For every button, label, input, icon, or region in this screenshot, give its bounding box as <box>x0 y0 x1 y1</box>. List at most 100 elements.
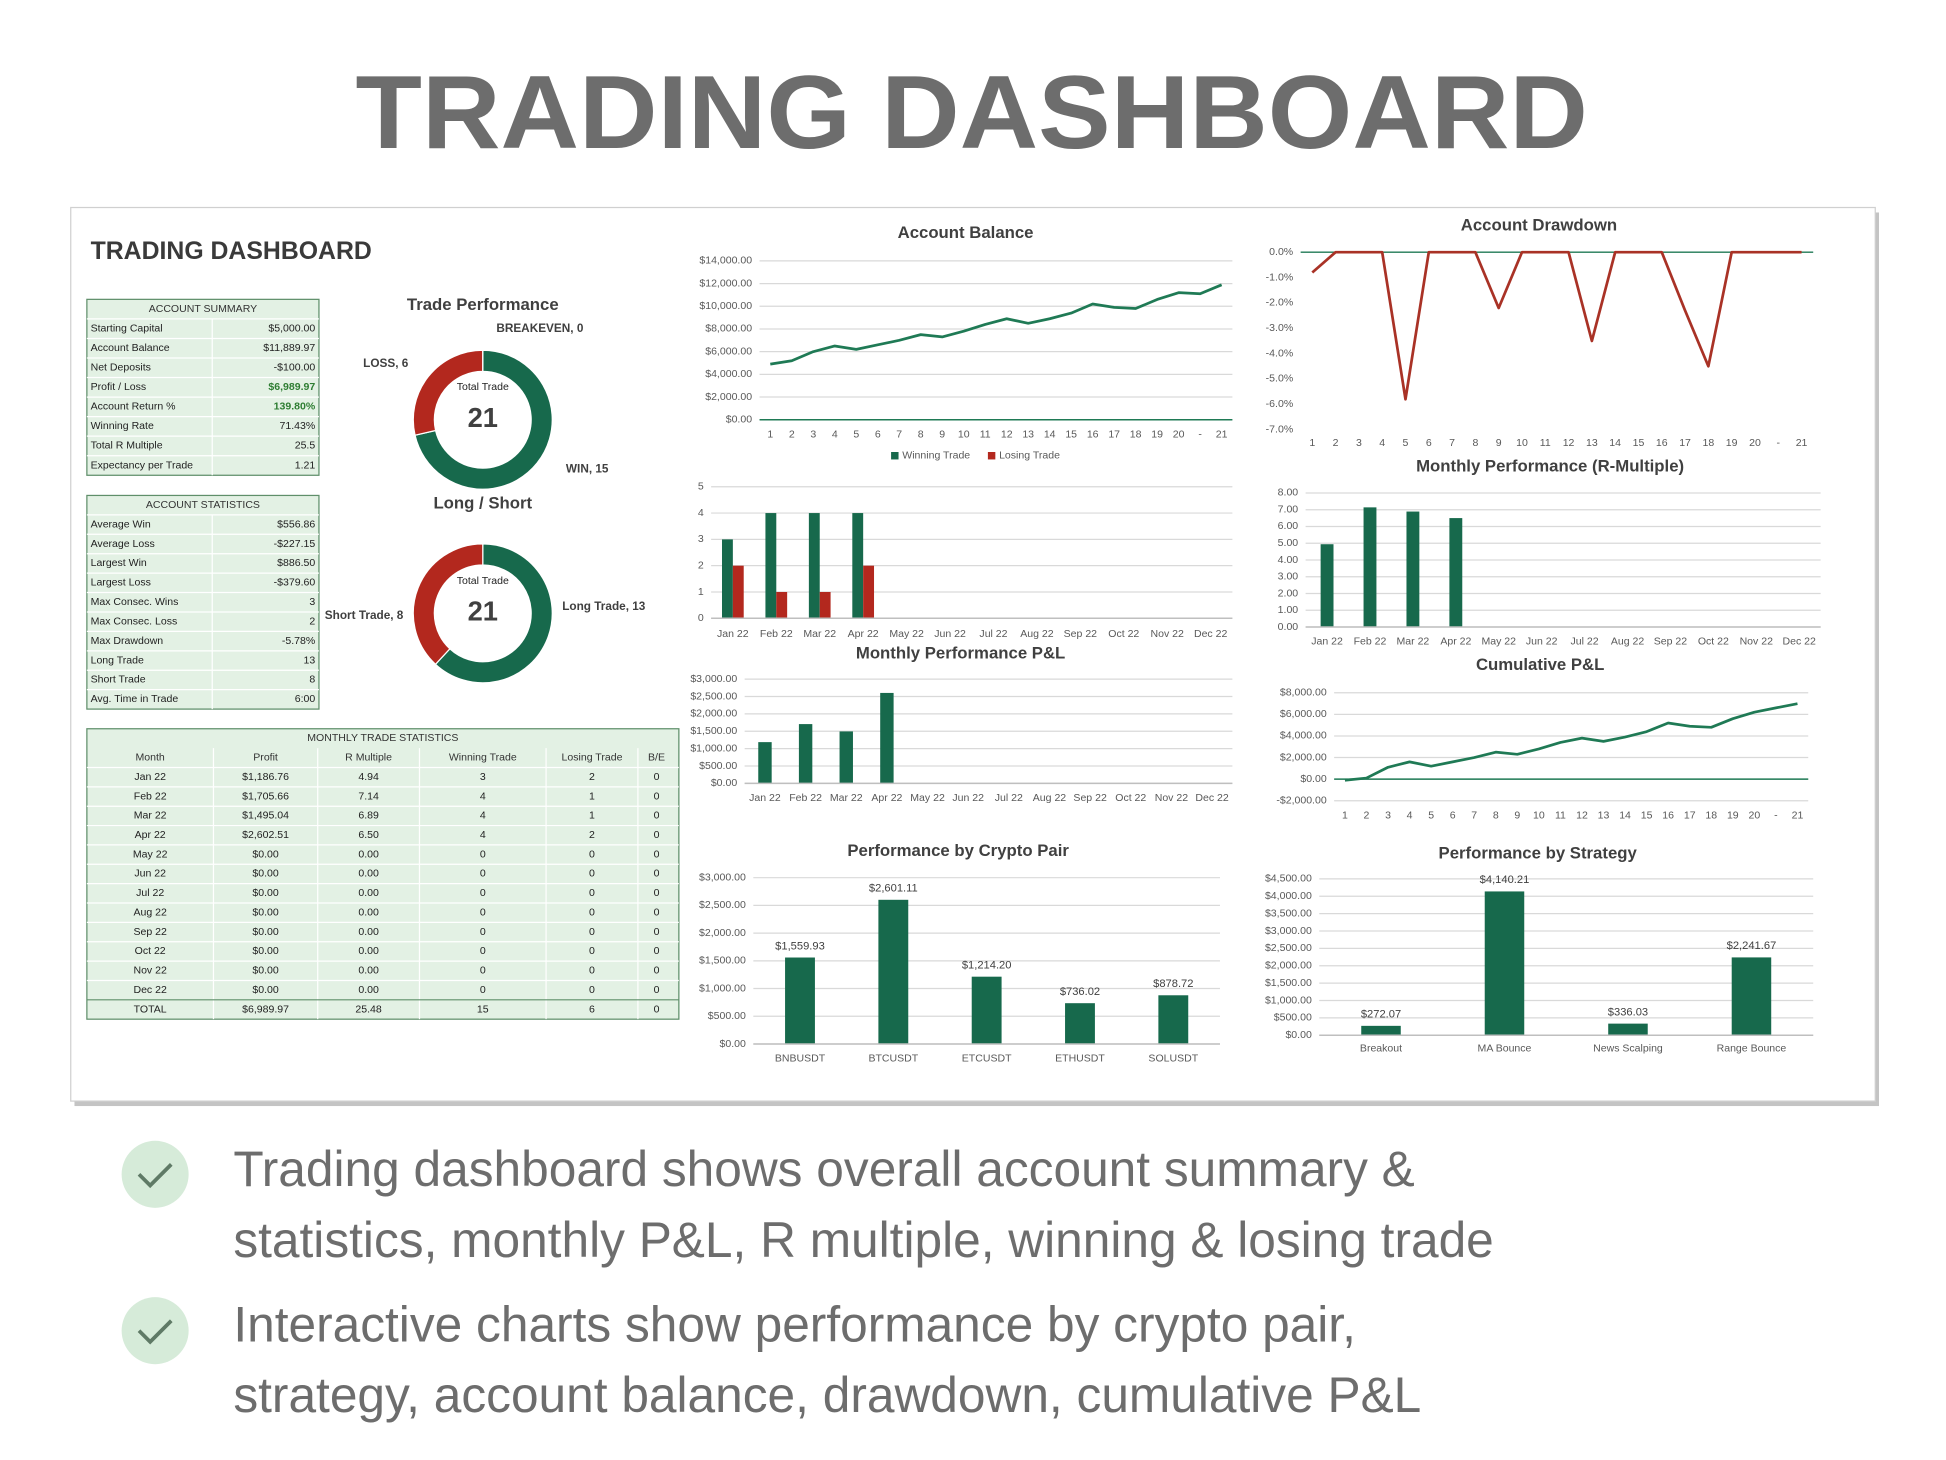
x-tick-label: Jul 22 <box>995 792 1023 804</box>
x-tick-label: Jul 22 <box>979 628 1007 640</box>
table-cell: 0 <box>480 906 486 918</box>
x-tick-label: 8 <box>1493 809 1499 821</box>
bullet-text: statistics, monthly P&L, R multiple, win… <box>233 1212 1493 1268</box>
x-tick-label: Feb 22 <box>760 628 793 640</box>
table-cell: Aug 22 <box>133 906 167 918</box>
y-tick-label: $3,000.00 <box>690 673 737 685</box>
row-value: 139.80% <box>274 401 316 413</box>
y-tick-label: 8.00 <box>1278 487 1299 499</box>
table-cell: $0.00 <box>252 848 278 860</box>
chart-title: Monthly Performance (R-Multiple) <box>1416 456 1684 475</box>
table-cell: 0 <box>480 965 486 977</box>
x-tick-label: 3 <box>1356 437 1362 449</box>
x-tick-label: Breakout <box>1360 1043 1402 1055</box>
y-tick-label: $2,000.00 <box>690 708 737 720</box>
x-tick-label: Oct 22 <box>1108 628 1139 640</box>
y-tick-label: $3,000.00 <box>699 871 746 883</box>
bar <box>852 513 864 619</box>
row-value: 1.21 <box>295 459 316 471</box>
table-cell: Jun 22 <box>134 868 166 880</box>
y-tick-label: -$2,000.00 <box>1276 795 1327 807</box>
table-cell: 0 <box>589 984 595 996</box>
x-tick-label: 11 <box>1540 437 1551 449</box>
check-icon <box>121 1140 189 1208</box>
y-tick-label: 3.00 <box>1278 571 1299 583</box>
bar <box>776 591 788 619</box>
table-cell: Mar 22 <box>134 810 167 822</box>
chart-title: Account Drawdown <box>1461 216 1617 235</box>
x-tick-label: Range Bounce <box>1717 1043 1787 1055</box>
y-tick-label: 5 <box>698 481 704 493</box>
y-tick-label: -7.0% <box>1266 423 1294 435</box>
table-cell: 0.00 <box>358 965 379 977</box>
table-cell: 0 <box>654 887 660 899</box>
data-label: $1,214.20 <box>962 959 1012 971</box>
y-tick-label: $4,500.00 <box>1265 873 1312 885</box>
row-label: Total R Multiple <box>91 440 163 452</box>
table-cell: 0.00 <box>358 926 379 938</box>
data-label: $878.72 <box>1153 978 1193 990</box>
row-label: Max Consec. Wins <box>91 596 179 608</box>
row-value: $11,889.97 <box>263 342 315 354</box>
y-tick-label: $4,000.00 <box>1265 890 1312 902</box>
row-label: Avg. Time in Trade <box>91 693 179 705</box>
y-tick-label: -2.0% <box>1266 297 1294 309</box>
legend-label: Winning Trade <box>902 450 970 462</box>
row-label: Profit / Loss <box>91 381 147 393</box>
table-cell: 0 <box>480 848 486 860</box>
x-tick-label: 14 <box>1044 428 1056 440</box>
table-header: Winning Trade <box>449 752 517 764</box>
row-value: $886.50 <box>277 557 315 569</box>
y-tick-label: $500.00 <box>708 1010 746 1022</box>
bar <box>1731 957 1772 1036</box>
row-value: 13 <box>304 654 316 666</box>
y-tick-label: -4.0% <box>1266 347 1294 359</box>
x-tick-label: Nov 22 <box>1155 792 1189 804</box>
x-tick-label: Nov 22 <box>1740 636 1774 648</box>
x-tick-label: MA Bounce <box>1478 1043 1532 1055</box>
table-cell: $0.00 <box>252 984 278 996</box>
chart-title: Account Balance <box>898 223 1034 242</box>
table-cell: May 22 <box>133 848 168 860</box>
x-tick-label: 7 <box>896 428 902 440</box>
x-tick-label: 19 <box>1727 809 1739 821</box>
row-label: Expectancy per Trade <box>91 459 194 471</box>
table-total: 6 <box>589 1003 595 1015</box>
table-header: R Multiple <box>345 752 392 764</box>
table-total: 15 <box>477 1003 489 1015</box>
y-tick-label: $0.00 <box>726 414 752 426</box>
x-tick-label: 21 <box>1792 809 1804 821</box>
donut-slice <box>434 543 553 684</box>
table-cell: 0 <box>589 926 595 938</box>
x-tick-label: Jun 22 <box>1526 636 1558 648</box>
x-tick-label: 18 <box>1130 428 1142 440</box>
x-tick-label: May 22 <box>910 792 945 804</box>
table-total: $6,989.97 <box>242 1003 289 1015</box>
data-label: $336.03 <box>1608 1006 1648 1018</box>
table-cell: $0.00 <box>252 926 278 938</box>
y-tick-label: 0.0% <box>1269 246 1293 258</box>
y-tick-label: $3,000.00 <box>1265 925 1312 937</box>
x-tick-label: Sep 22 <box>1654 636 1688 648</box>
x-tick-label: Sep 22 <box>1064 628 1098 640</box>
y-tick-label: 5.00 <box>1278 537 1299 549</box>
bar <box>1484 891 1525 1036</box>
table-cell: 0 <box>589 945 595 957</box>
table-background <box>86 298 320 476</box>
x-tick-label: - <box>1774 809 1778 821</box>
row-label: Max Consec. Loss <box>91 615 178 627</box>
table-cell: 2 <box>589 829 595 841</box>
x-tick-label: ETCUSDT <box>962 1053 1012 1065</box>
x-tick-label: 19 <box>1726 437 1738 449</box>
x-tick-label: 17 <box>1684 809 1696 821</box>
check-mark <box>137 1319 173 1345</box>
chart-title: Performance by Strategy <box>1439 844 1638 863</box>
bullet-text: Interactive charts show performance by c… <box>233 1296 1356 1352</box>
table-cell: 3 <box>480 771 486 783</box>
data-label: $736.02 <box>1060 986 1100 998</box>
legend-swatch <box>987 452 996 460</box>
row-label: Average Win <box>91 518 151 530</box>
row-label: Long Trade <box>91 654 144 666</box>
x-tick-label: 5 <box>853 428 859 440</box>
